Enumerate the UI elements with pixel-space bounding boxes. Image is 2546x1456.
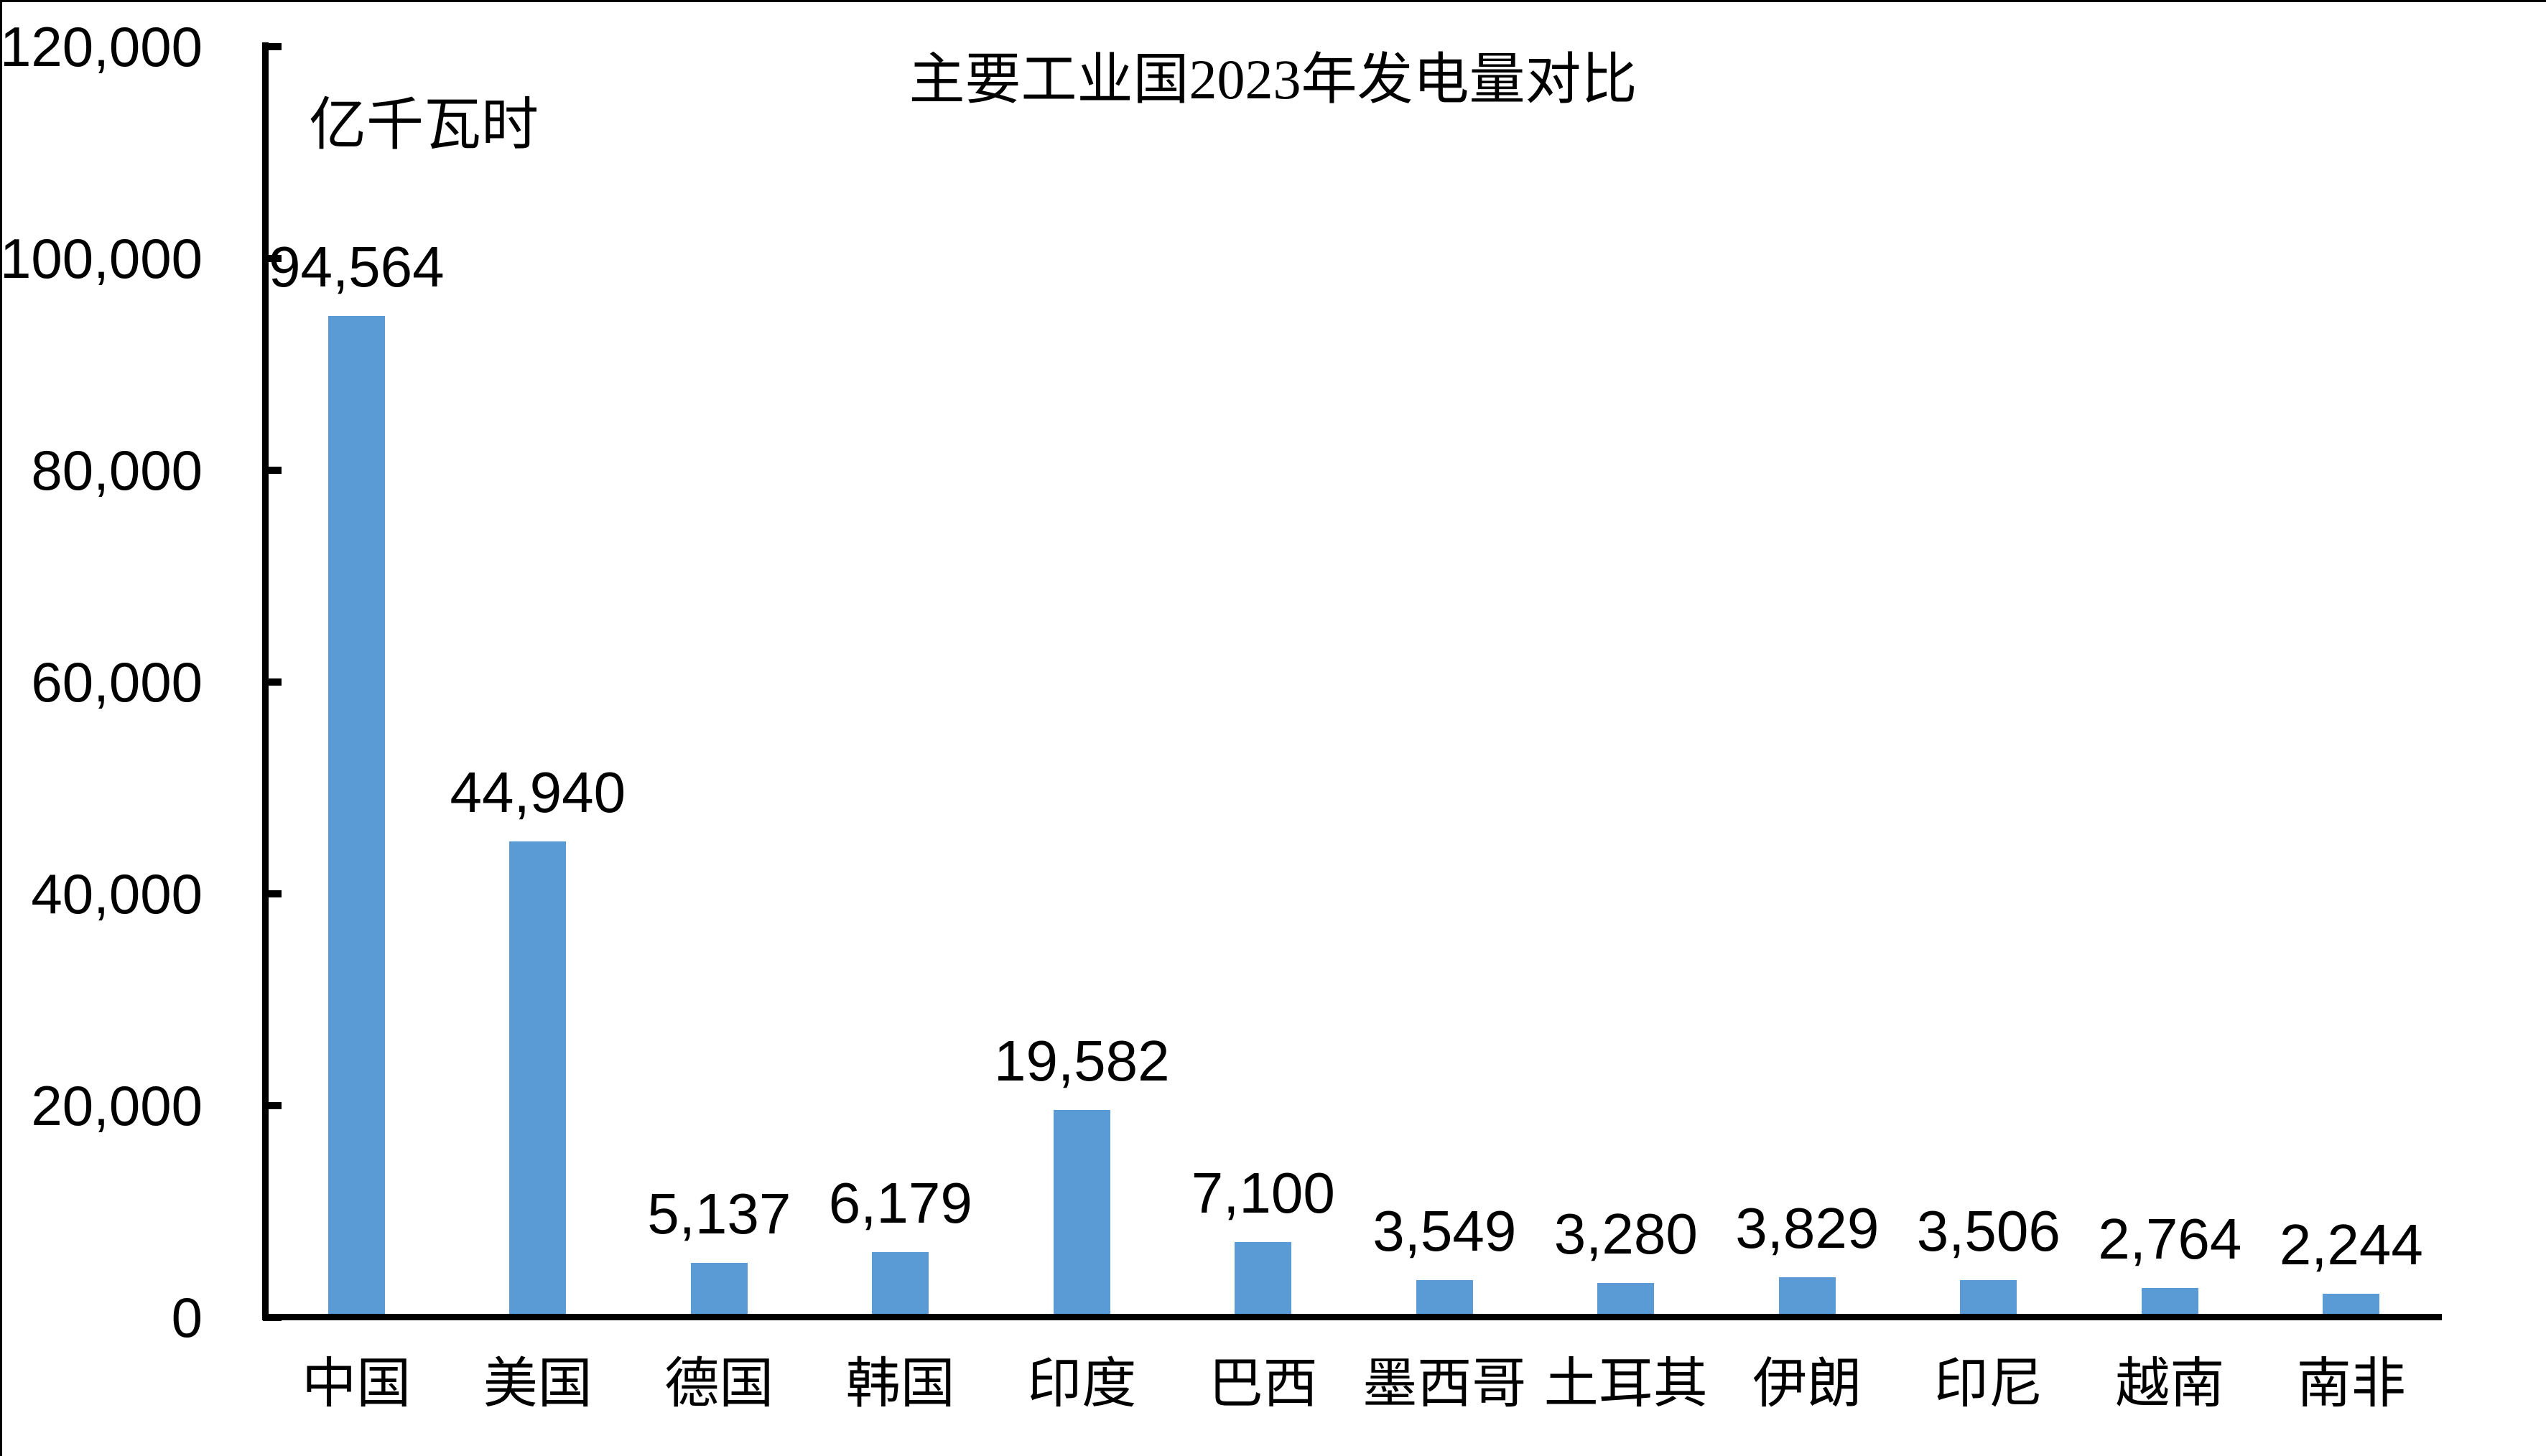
category-label: 韩国 bbox=[845, 1354, 955, 1414]
bar bbox=[1416, 1280, 1473, 1317]
y-axis-tick-label: 60,000 bbox=[31, 650, 203, 714]
y-axis-tick-mark bbox=[263, 678, 282, 686]
y-axis-tick-label: 100,000 bbox=[0, 227, 203, 290]
value-label: 2,764 bbox=[2098, 1207, 2242, 1271]
category-label: 美国 bbox=[483, 1354, 593, 1414]
chart-title: 主要工业国2023年发电量对比 bbox=[909, 48, 1637, 111]
bar bbox=[509, 841, 567, 1317]
value-label: 2,244 bbox=[2279, 1213, 2423, 1277]
bar bbox=[690, 1263, 748, 1317]
bar bbox=[872, 1252, 929, 1317]
value-label: 3,506 bbox=[1916, 1199, 2061, 1263]
value-label: 44,940 bbox=[450, 760, 626, 824]
category-label: 德国 bbox=[664, 1354, 774, 1414]
y-axis-tick-mark bbox=[263, 255, 282, 262]
bar bbox=[1235, 1242, 1292, 1317]
y-axis-tick-label: 120,000 bbox=[0, 15, 203, 78]
page-border-left bbox=[0, 0, 2, 1456]
y-axis-tick-label: 0 bbox=[171, 1286, 203, 1349]
y-axis-tick-mark bbox=[263, 467, 282, 474]
bar bbox=[1053, 1110, 1110, 1317]
bar bbox=[2141, 1288, 2198, 1317]
value-label: 3,549 bbox=[1372, 1199, 1517, 1263]
category-label: 土耳其 bbox=[1543, 1354, 1708, 1414]
y-axis-line bbox=[262, 42, 269, 1320]
y-axis-tick-label: 40,000 bbox=[31, 862, 203, 925]
y-axis-unit-label: 亿千瓦时 bbox=[309, 94, 539, 157]
y-axis-tick-mark bbox=[263, 1102, 282, 1109]
bar bbox=[1597, 1283, 1655, 1317]
value-label: 7,100 bbox=[1191, 1161, 1335, 1225]
category-label: 伊朗 bbox=[1752, 1354, 1862, 1414]
y-axis-tick-label: 80,000 bbox=[31, 439, 203, 502]
category-label: 巴西 bbox=[1208, 1354, 1318, 1414]
bar bbox=[327, 316, 385, 1317]
value-label: 6,179 bbox=[828, 1171, 972, 1235]
category-label: 中国 bbox=[302, 1354, 412, 1414]
value-label: 19,582 bbox=[993, 1029, 1170, 1093]
page-border-top bbox=[0, 0, 2546, 2]
value-label: 3,280 bbox=[1553, 1202, 1698, 1266]
y-axis-tick-mark bbox=[263, 890, 282, 897]
x-axis-line bbox=[262, 1314, 2442, 1320]
value-label: 5,137 bbox=[647, 1182, 791, 1246]
y-axis-tick-mark bbox=[263, 43, 282, 50]
category-label: 印度 bbox=[1027, 1354, 1137, 1414]
category-label: 印尼 bbox=[1933, 1354, 2043, 1414]
category-label: 越南 bbox=[2115, 1354, 2225, 1414]
category-label: 南非 bbox=[2296, 1354, 2406, 1414]
value-label: 94,564 bbox=[268, 235, 445, 299]
value-label: 3,829 bbox=[1735, 1196, 1880, 1260]
y-axis-tick-label: 20,000 bbox=[31, 1074, 203, 1137]
category-label: 墨西哥 bbox=[1362, 1354, 1527, 1414]
bar bbox=[2323, 1294, 2380, 1317]
bar bbox=[1778, 1277, 1836, 1317]
bar bbox=[1960, 1280, 2017, 1317]
